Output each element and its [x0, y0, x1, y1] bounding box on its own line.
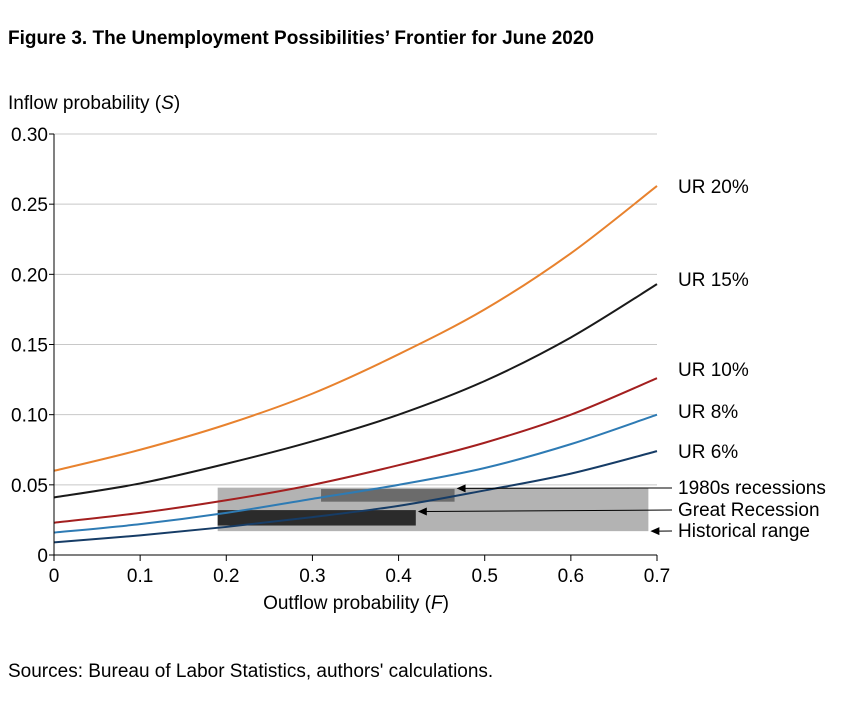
series-label-ur-20-: UR 20%: [678, 177, 749, 198]
series-line-ur-6-: [53, 450, 658, 544]
x-tick-label: 0.6: [558, 566, 584, 587]
x-tick-label: 0.3: [299, 566, 325, 587]
shaded-regions: [217, 487, 649, 532]
series-line-ur-15-: [53, 283, 658, 499]
figure-title: Figure 3. The Unemployment Possibilities…: [8, 28, 594, 49]
y-tick-label: 0.30: [11, 125, 48, 146]
x-tick-label: 0.5: [472, 566, 498, 587]
x-axis-label: Outflow probability (F): [263, 593, 449, 614]
y-tick-label: 0.05: [11, 476, 48, 497]
y-tick-label: 0.15: [11, 336, 48, 357]
callout-arrow-historical-range: [650, 527, 660, 536]
x-tick-label: 0.4: [385, 566, 412, 587]
series-line-ur-10-: [53, 377, 658, 524]
gridlines: [54, 133, 657, 486]
region-great-recession: [217, 510, 416, 526]
x-tick-label: 0.1: [127, 566, 153, 587]
y-tick-label: 0: [37, 546, 48, 567]
x-tick-label: 0.2: [213, 566, 239, 587]
tick-labels: 0 0.05 0.10 0.15 0.20 0.25 0.30 0 0.1 0.2 0.3 0.4 0.…: [11, 125, 670, 587]
y-tick-label: 0.10: [11, 406, 48, 427]
callout-label-historical-range: Historical range: [678, 521, 810, 542]
series-lines: [53, 185, 658, 544]
callout-line-great-recession: [425, 509, 673, 512]
callout-label-1980s-recessions: 1980s recessions: [678, 478, 826, 499]
y-axis-label: Inflow probability (S): [8, 93, 180, 114]
annotations: UR 20% UR 15% UR 10% UR 8% UR 6% 1980s recess…: [417, 177, 826, 542]
series-label-ur-15-: UR 15%: [678, 270, 749, 291]
callout-label-great-recession: Great Recession: [678, 500, 820, 521]
callout-arrow-1980s-recessions: [456, 484, 466, 493]
series-label-ur-8-: UR 8%: [678, 402, 738, 423]
x-tick-label: 0: [49, 566, 60, 587]
series-line-ur-20-: [53, 185, 658, 472]
y-tick-label: 0.20: [11, 265, 48, 286]
source-note: Sources: Bureau of Labor Statistics, aut…: [8, 661, 494, 682]
series-line-ur-8-: [53, 413, 658, 534]
series-label-ur-10-: UR 10%: [678, 360, 749, 381]
callout-arrow-great-recession: [417, 507, 427, 516]
x-tick-label: 0.7: [644, 566, 670, 587]
series-label-ur-6-: UR 6%: [678, 442, 738, 463]
y-tick-label: 0.25: [11, 195, 48, 216]
